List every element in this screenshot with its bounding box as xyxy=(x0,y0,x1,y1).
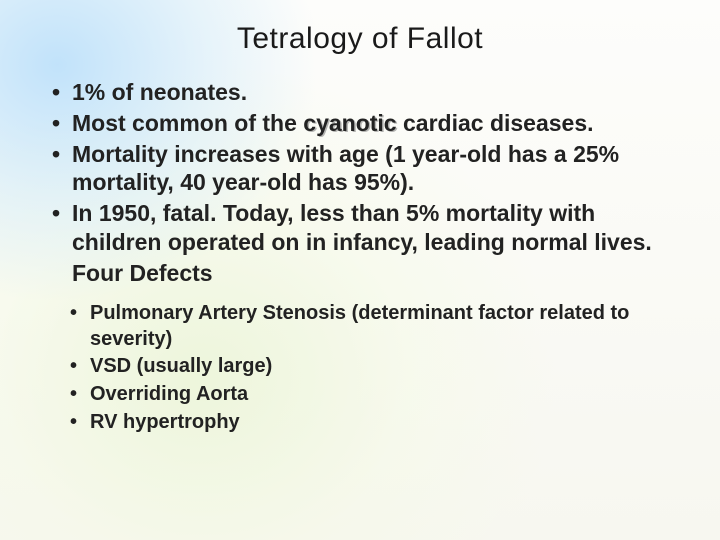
bullet-item: Four Defects xyxy=(50,259,678,288)
bullet-item: 1% of neonates. xyxy=(50,78,678,107)
emphasized-word: cyanotic xyxy=(303,109,396,138)
sub-bullet-item: Overriding Aorta xyxy=(70,382,678,408)
sub-bullet-item: Pulmonary Artery Stenosis (determinant f… xyxy=(70,301,678,352)
bullet-item: Most common of the cyanotic cardiac dise… xyxy=(50,109,678,138)
slide-title: Tetralogy of Fallot xyxy=(42,22,678,56)
main-bullet-list: 1% of neonates.Most common of the cyanot… xyxy=(42,78,678,287)
sub-bullet-item: VSD (usually large) xyxy=(70,354,678,380)
sub-bullet-item: RV hypertrophy xyxy=(70,410,678,436)
bullet-item: In 1950, fatal. Today, less than 5% mort… xyxy=(50,199,678,257)
sub-bullet-list: Pulmonary Artery Stenosis (determinant f… xyxy=(42,301,678,435)
bullet-item: Mortality increases with age (1 year-old… xyxy=(50,140,678,198)
slide: Tetralogy of Fallot 1% of neonates.Most … xyxy=(0,0,720,540)
